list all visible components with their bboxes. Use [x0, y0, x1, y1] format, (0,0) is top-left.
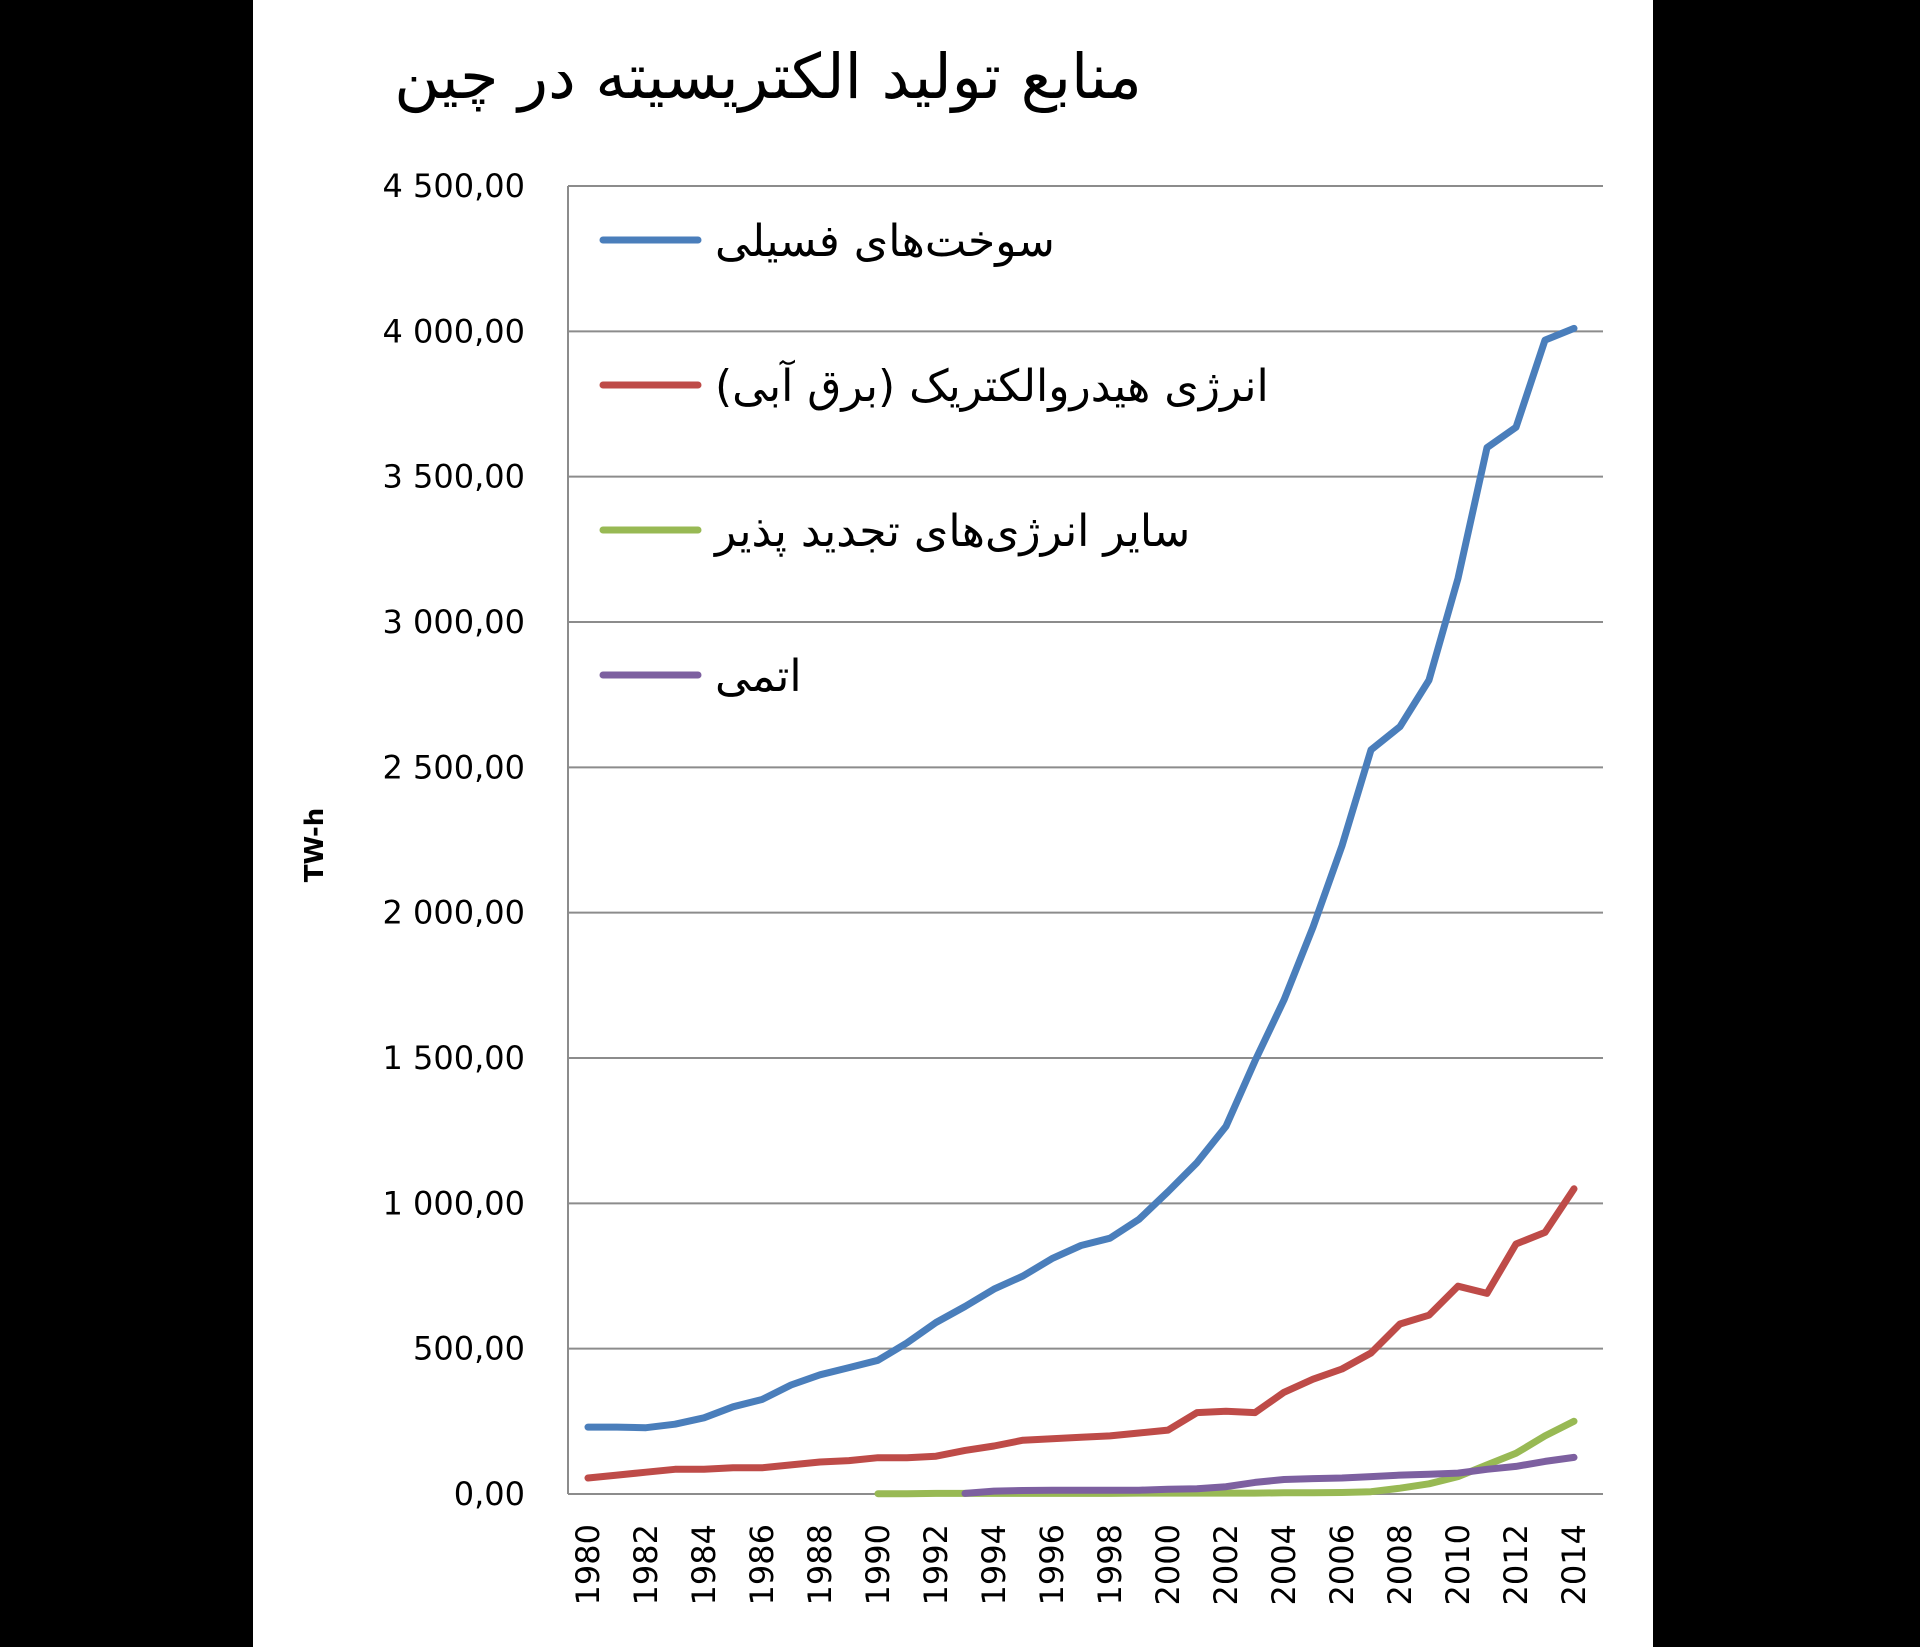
x-tick-label: 2000	[1149, 1524, 1187, 1605]
x-tick-label: 1984	[685, 1524, 723, 1605]
y-tick-label: 1 500,00	[383, 1039, 526, 1077]
legend-label: اتمی	[715, 651, 802, 702]
x-tick-label: 2008	[1381, 1524, 1419, 1605]
legend-label: سایر انرژی‌های تجدید پذیر	[713, 506, 1190, 557]
line-chart: منابع تولید الکتریسیته در چین TW-h 0,00 5…	[300, 40, 1603, 1605]
series-lines	[584, 324, 1578, 1498]
chart-panel: منابع تولید الکتریسیته در چین TW-h 0,00 5…	[253, 0, 1653, 1647]
x-tick-label: 1986	[743, 1524, 781, 1605]
x-tick-label: 2002	[1207, 1524, 1245, 1605]
y-tick-label: 4 500,00	[383, 167, 526, 205]
x-tick-label: 1994	[975, 1524, 1013, 1605]
legend: سوخت‌های فسیلی انرژی هیدروالکتریک (برق آب…	[599, 216, 1269, 702]
series-line	[961, 1453, 1578, 1497]
x-tick-label: 1996	[1033, 1524, 1071, 1605]
y-tick-label: 3 000,00	[383, 603, 526, 641]
legend-label: سوخت‌های فسیلی	[715, 216, 1055, 267]
y-tick-label: 1 000,00	[383, 1184, 526, 1222]
x-tick-label: 2012	[1497, 1524, 1535, 1605]
x-tick-label: 2006	[1323, 1524, 1361, 1605]
y-tick-label: 4 000,00	[383, 312, 526, 350]
x-tick-label: 1982	[627, 1524, 665, 1605]
x-tick-label: 2004	[1265, 1524, 1303, 1605]
y-axis-label: TW-h	[300, 808, 330, 883]
chart-title: منابع تولید الکتریسیته در چین	[394, 40, 1142, 113]
x-tick-label: 1992	[917, 1524, 955, 1605]
x-axis-ticks: 1980 1982 1984 1986 1988 1990 1992 1994 1996 1998…	[569, 1524, 1593, 1605]
y-tick-label: 2 000,00	[383, 894, 526, 932]
x-tick-label: 1980	[569, 1524, 607, 1605]
y-tick-label: 3 500,00	[383, 458, 526, 496]
legend-label: انرژی هیدروالکتریک (برق آبی)	[715, 359, 1269, 412]
gridlines	[567, 185, 1603, 1495]
x-tick-label: 2010	[1439, 1524, 1477, 1605]
x-tick-label: 2014	[1555, 1524, 1593, 1605]
y-tick-label: 500,00	[413, 1330, 525, 1368]
y-axis-ticks: 0,00 500,00 1 000,00 1 500,00 2 000,00 2 500,…	[383, 167, 526, 1513]
x-tick-label: 1998	[1091, 1524, 1129, 1605]
x-tick-label: 1988	[801, 1524, 839, 1605]
y-tick-label: 0,00	[454, 1475, 525, 1513]
y-tick-label: 2 500,00	[383, 748, 526, 786]
series-line	[874, 1417, 1578, 1498]
series-line	[584, 324, 1578, 1432]
series-line	[584, 1185, 1578, 1482]
x-tick-label: 1990	[859, 1524, 897, 1605]
